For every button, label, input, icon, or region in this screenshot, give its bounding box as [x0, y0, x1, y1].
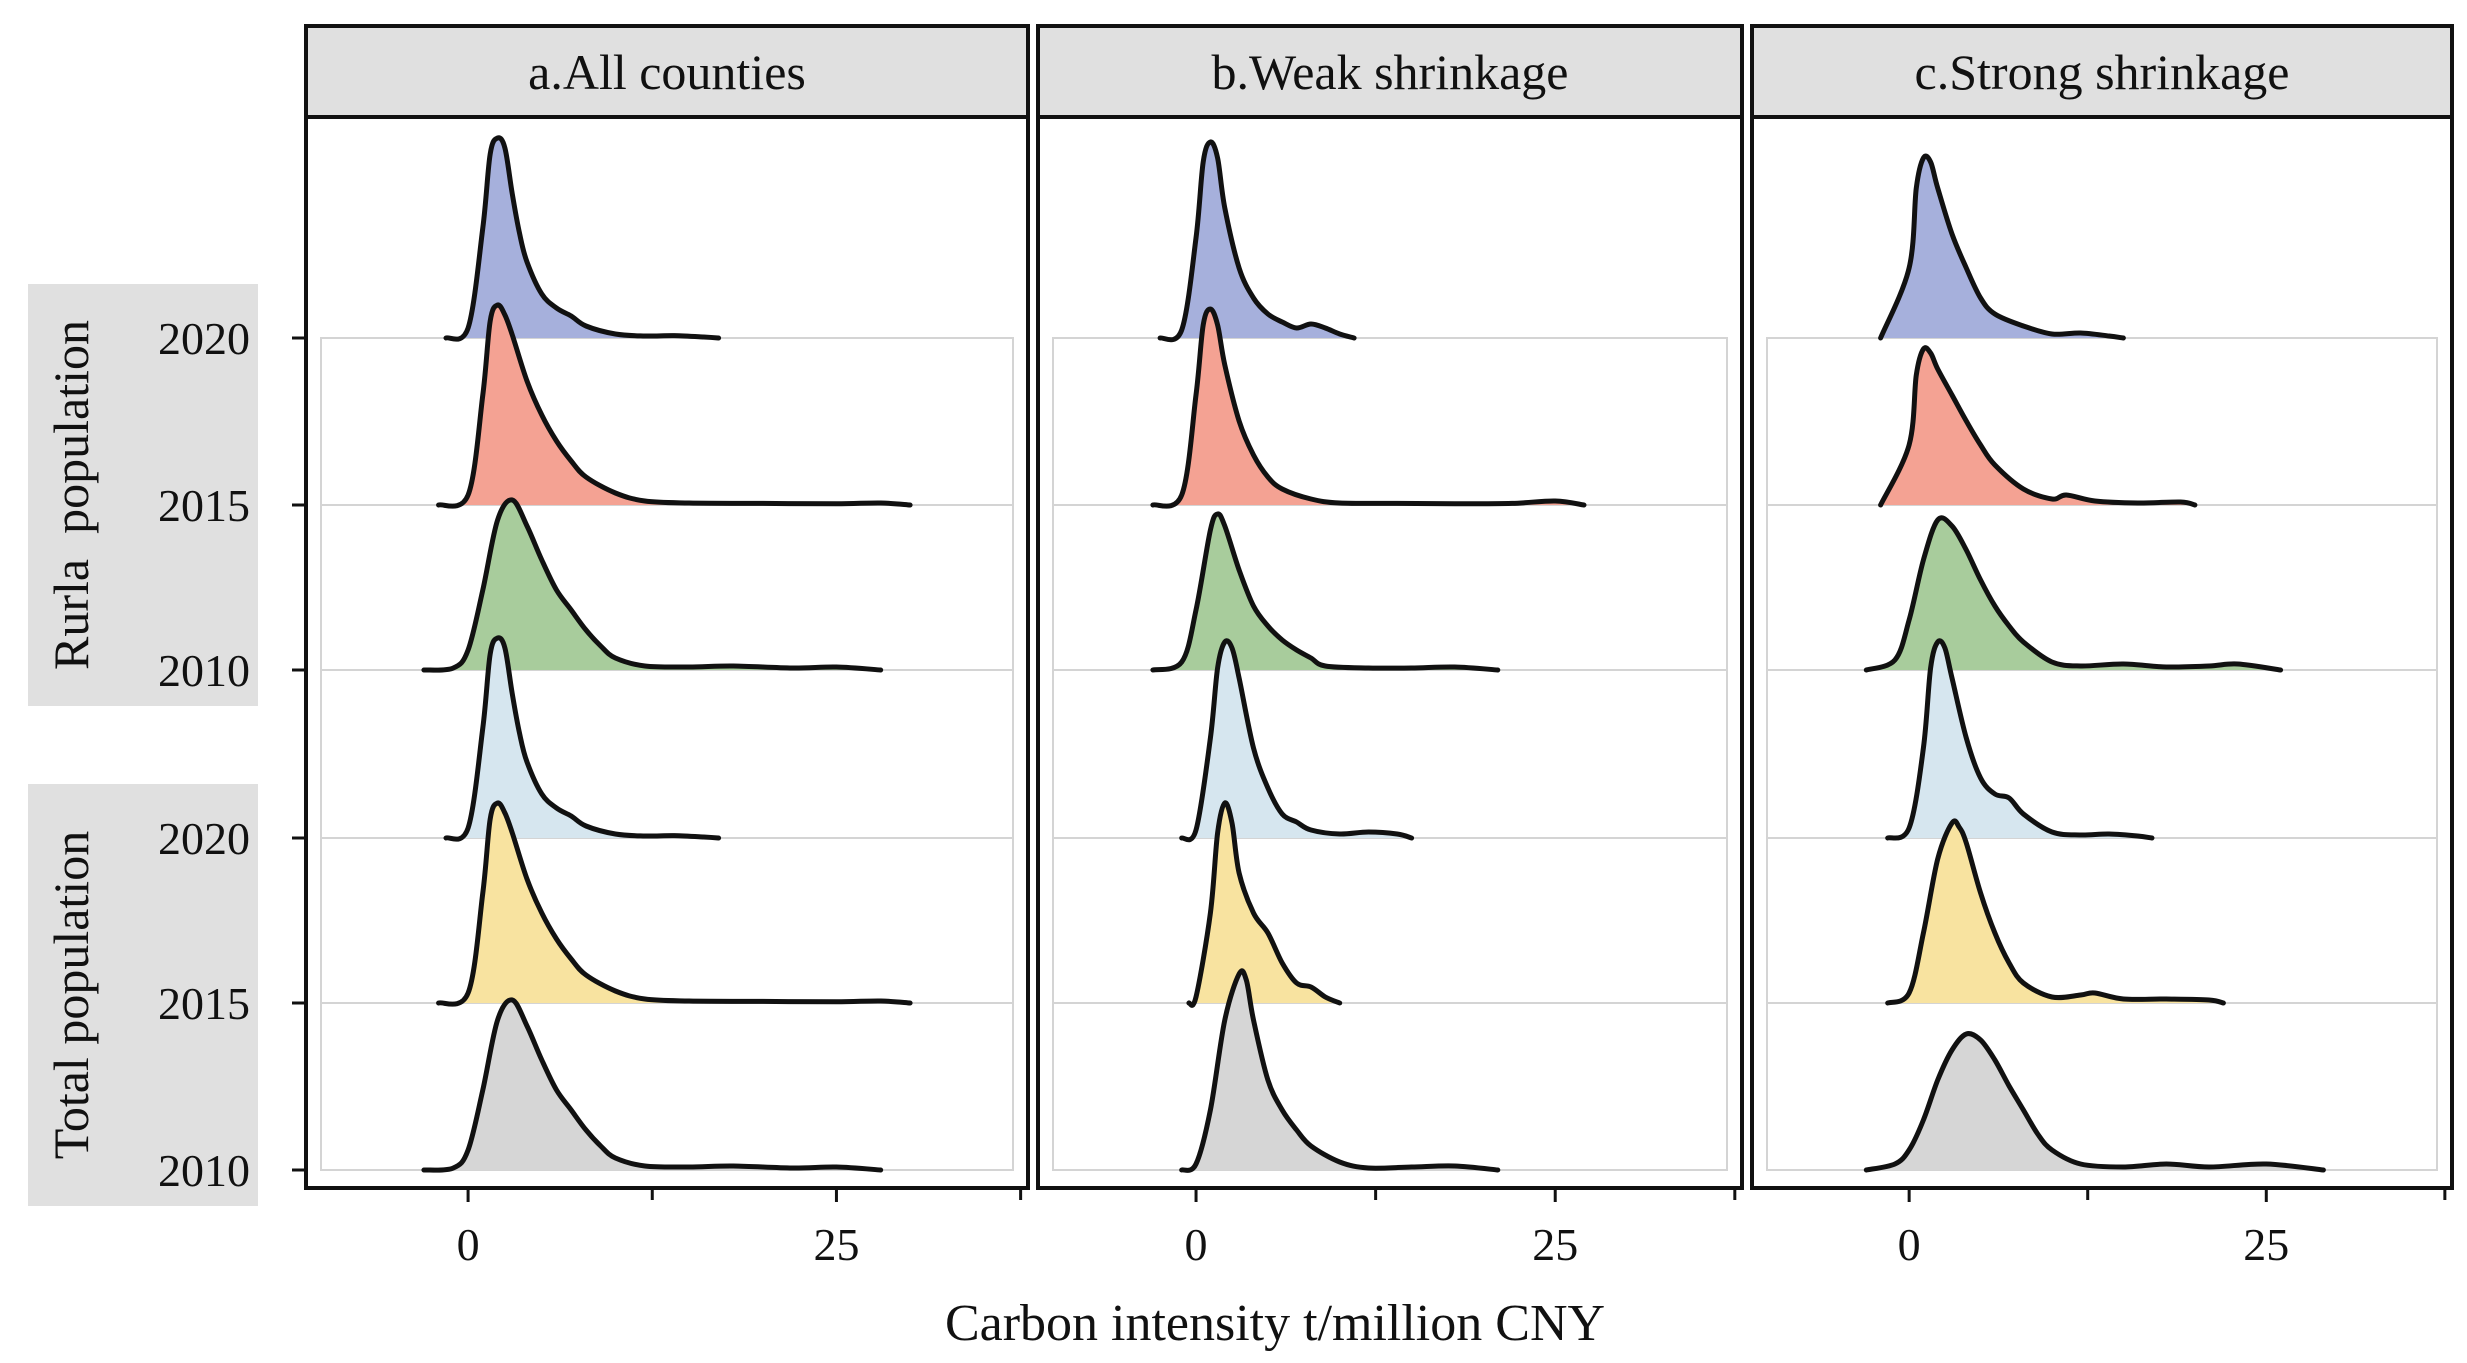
- ridge-rurla-2015: [1150, 306, 1587, 509]
- panel-grid-frame: [1766, 337, 2438, 1171]
- ridge-rurla-2015: [1878, 345, 2198, 508]
- x-axis: 0 25: [304, 1186, 1030, 1270]
- ridge-rurla-2010: [421, 497, 884, 673]
- ridge-rurla-2015-fill: [438, 304, 911, 507]
- panel-3: c.Strong shrinkage 0 25: [1750, 24, 2454, 1270]
- ridge-rurla-2020: [1157, 139, 1357, 343]
- ridge-total-2020: [1179, 638, 1415, 843]
- ridge-total-2010: [1179, 968, 1501, 1173]
- ridge-rurla-2010-line: [1863, 515, 2284, 673]
- row-group-strips: Rurla population Total population: [28, 284, 258, 1206]
- ridge-total-2015: [1186, 800, 1343, 1008]
- row-group-label-rural: Rurla population: [43, 320, 99, 670]
- ridge-rurla-2020-line: [1878, 153, 2126, 341]
- ridge-total-2015-line: [1885, 818, 2226, 1006]
- panel-frame: [1036, 115, 1744, 1190]
- ridge-rurla-2020-fill: [1160, 141, 1355, 340]
- ridge-rurla-2020: [1878, 153, 2126, 341]
- ridge-rurla-2015: [436, 302, 913, 509]
- x-tick-label: 25: [2243, 1219, 2289, 1270]
- ridge-rurla-2020: [443, 135, 722, 342]
- ridge-rurla-2015-line: [1150, 306, 1587, 509]
- ridge-rurla-2015-line: [436, 302, 913, 509]
- ridge-rurla-2010-line: [1150, 511, 1501, 673]
- ridge-total-2010-fill: [1181, 970, 1498, 1171]
- panel-title: c.Strong shrinkage: [1915, 44, 2290, 100]
- ridge-total-2010: [1863, 1031, 2326, 1173]
- ridge-total-2010-fill: [1866, 1033, 2324, 1170]
- ridge-total-2015: [436, 800, 913, 1007]
- x-axis: 0 25: [1036, 1186, 1744, 1270]
- y-tick-label: 2015: [158, 480, 250, 531]
- y-tick-label: 2020: [158, 813, 250, 864]
- row-group-strip-rural: [28, 284, 258, 706]
- ridge-rurla-2015-fill: [1880, 347, 2195, 505]
- ridge-rurla-2020-fill: [446, 137, 719, 340]
- ridge-rurla-2010-fill: [423, 499, 881, 671]
- ridge-total-2010-line: [1863, 1031, 2326, 1173]
- panel-frame: [1750, 115, 2454, 1190]
- ridge-rurla-2010-fill: [1866, 517, 2281, 670]
- ridge-total-2010: [421, 997, 884, 1173]
- ridge-total-2020-line: [443, 635, 722, 842]
- ridge-total-2020: [1885, 638, 2155, 841]
- ridge-total-2015-fill: [1887, 820, 2224, 1003]
- x-tick-label: 0: [1898, 1219, 1921, 1270]
- ridge-rurla-2010: [1863, 515, 2284, 673]
- ridge-total-2015-fill: [438, 802, 911, 1005]
- panel-strip: [304, 24, 1030, 119]
- panel-frame: [304, 115, 1030, 1190]
- y-axis: 2020 2015 2010 2020 2015 2010: [158, 117, 308, 1196]
- x-tick-label: 0: [457, 1219, 480, 1270]
- ridge-rurla-2010: [1150, 511, 1501, 673]
- y-tick-label: 2010: [158, 645, 250, 696]
- x-axis: 0 25: [1750, 1186, 2454, 1270]
- x-tick-label: 0: [1185, 1219, 1208, 1270]
- ridge-rurla-2020-line: [1157, 139, 1357, 343]
- ridge-rurla-2015-fill: [1152, 309, 1584, 507]
- panel-1: a.All counties 0 25: [304, 24, 1030, 1270]
- x-tick-label: 25: [1532, 1219, 1578, 1270]
- ridge-total-2010-fill: [423, 999, 881, 1171]
- x-tick-label: 25: [813, 1219, 859, 1270]
- ridge-total-2015: [1885, 818, 2226, 1006]
- ridge-total-2020: [443, 635, 722, 842]
- ridge-total-2015-line: [436, 800, 913, 1007]
- panel-grid-frame: [1052, 337, 1728, 1171]
- ridge-total-2020-line: [1179, 638, 1415, 843]
- ridge-total-2010-line: [421, 997, 884, 1173]
- ridge-rurla-2010-fill: [1152, 513, 1498, 670]
- ridge-rurla-2010-line: [421, 497, 884, 673]
- ridge-total-2010-line: [1179, 968, 1501, 1173]
- ridge-total-2015-line: [1186, 800, 1343, 1008]
- row-group-label-total: Total population: [43, 831, 99, 1159]
- y-tick-label: 2020: [158, 313, 250, 364]
- ridge-total-2015-fill: [1188, 802, 1340, 1006]
- panel-grid-frame: [320, 337, 1014, 1171]
- panel-title: b.Weak shrinkage: [1212, 44, 1569, 100]
- ridge-total-2020-line: [1885, 638, 2155, 841]
- panel-2: b.Weak shrinkage 0 25: [1036, 24, 1744, 1270]
- y-tick-label: 2015: [158, 978, 250, 1029]
- panel-title: a.All counties: [528, 44, 806, 100]
- ridge-rurla-2020-line: [443, 135, 722, 342]
- row-group-strip-total: [28, 784, 258, 1206]
- panel-strip: [1750, 24, 2454, 119]
- x-axis-title: Carbon intensity t/million CNY: [945, 1295, 1605, 1352]
- ridge-total-2020-fill: [446, 637, 719, 840]
- ridge-rurla-2015-line: [1878, 345, 2198, 508]
- y-tick-label: 2010: [158, 1145, 250, 1196]
